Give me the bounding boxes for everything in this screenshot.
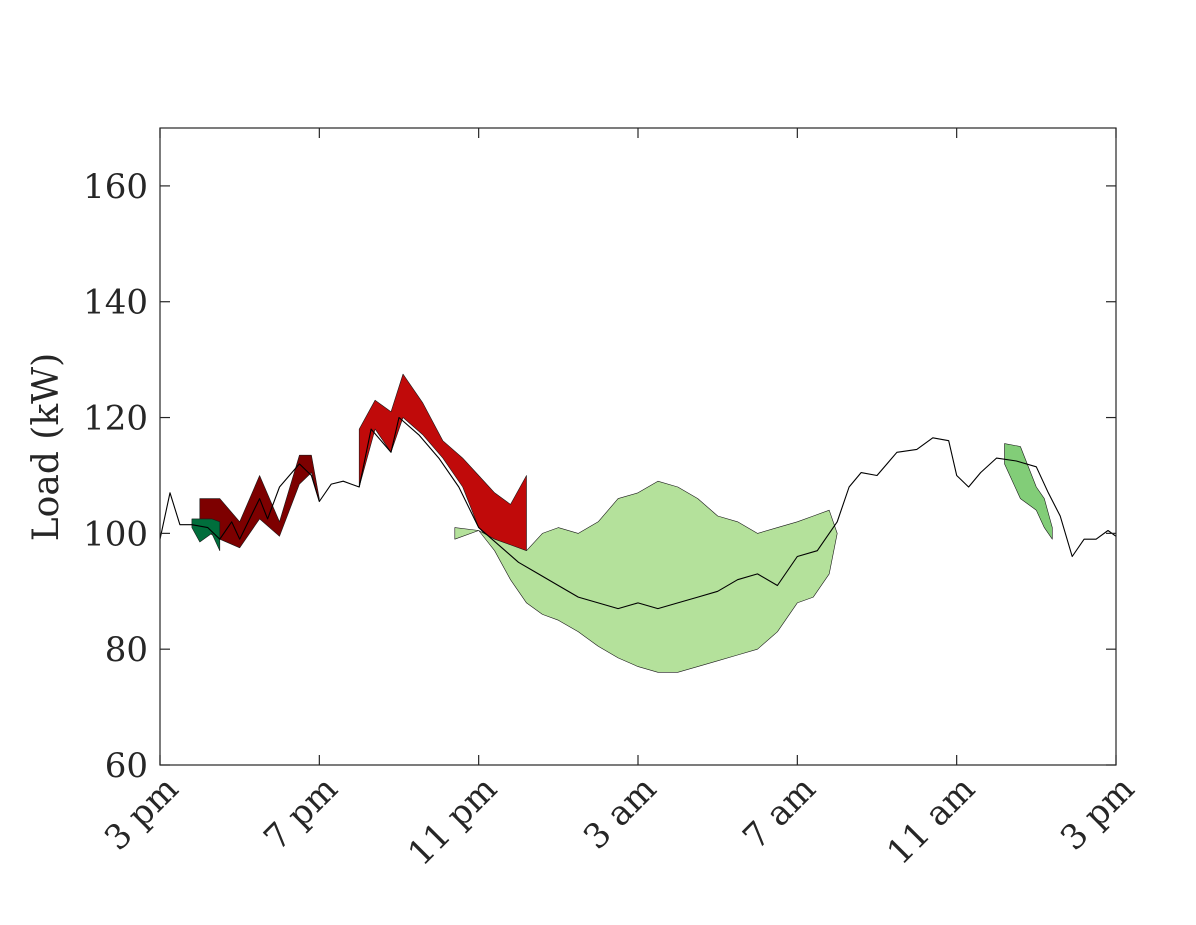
y-tick-label: 80 — [105, 630, 148, 670]
y-tick-label: 100 — [83, 514, 148, 554]
x-tick-label: 11 pm — [400, 769, 505, 874]
band-dark_green-2 — [191, 518, 221, 552]
x-tick-label: 3 pm — [1053, 769, 1142, 858]
x-tick-label: 11 am — [879, 769, 983, 873]
band-light_green-3 — [454, 480, 838, 673]
y-axis-title: Load (kW) — [26, 353, 67, 541]
x-tick-label: 7 am — [735, 769, 823, 857]
y-tick-label: 120 — [83, 399, 148, 439]
x-tick-label: 7 pm — [256, 769, 345, 858]
y-tick-label: 60 — [105, 746, 148, 786]
series-layer — [160, 373, 1116, 673]
y-tick-label: 160 — [83, 167, 148, 207]
band-green_fill-4 — [1004, 443, 1053, 540]
y-tick-label: 140 — [83, 283, 148, 323]
x-tick-label: 3 am — [576, 769, 664, 857]
baseline-load-line — [160, 416, 1116, 610]
plot-background — [160, 128, 1116, 765]
